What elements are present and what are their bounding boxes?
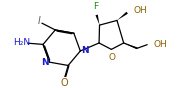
Text: N: N: [81, 46, 89, 55]
Text: OH: OH: [134, 6, 148, 15]
Text: H₂N: H₂N: [13, 38, 30, 47]
Text: I: I: [38, 16, 41, 26]
Polygon shape: [124, 43, 137, 49]
Text: OH: OH: [154, 40, 168, 49]
Polygon shape: [95, 15, 100, 25]
Text: O: O: [108, 53, 115, 62]
Text: O: O: [60, 78, 68, 88]
Text: F: F: [93, 2, 98, 11]
Polygon shape: [117, 12, 128, 20]
Text: N: N: [41, 58, 49, 67]
